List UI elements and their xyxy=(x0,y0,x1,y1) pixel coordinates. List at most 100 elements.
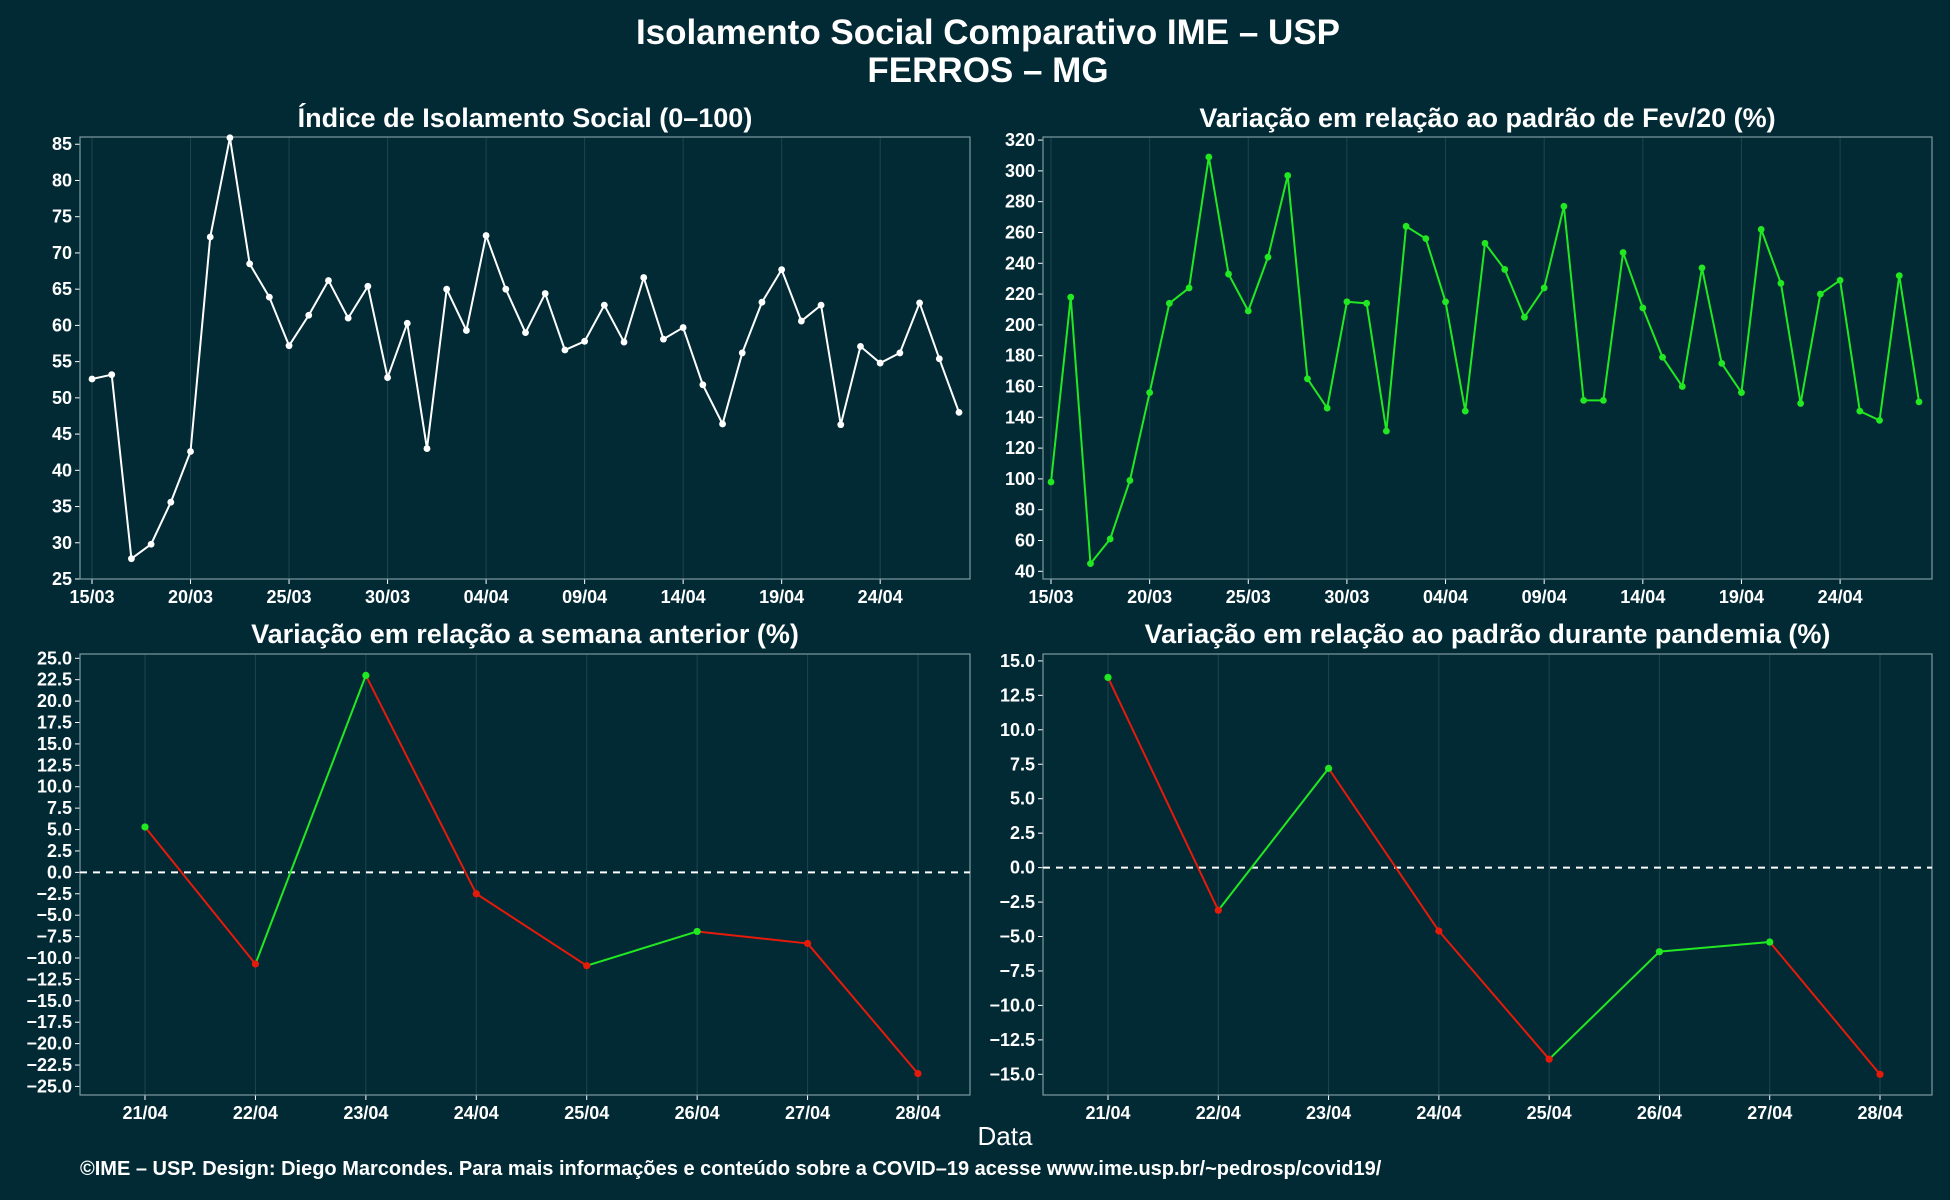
data-point xyxy=(1422,235,1430,243)
data-point xyxy=(1678,383,1686,390)
data-point xyxy=(285,342,293,350)
x-tick-label: 04/04 xyxy=(464,587,509,607)
data-point xyxy=(640,274,648,281)
x-tick-label: 23/04 xyxy=(343,1103,388,1123)
data-point xyxy=(1698,264,1706,272)
data-point xyxy=(1876,1070,1884,1078)
x-tick-label: 25/03 xyxy=(1226,587,1271,607)
data-point xyxy=(141,823,149,831)
data-point xyxy=(167,498,175,506)
y-tick-label: 17.5 xyxy=(37,713,72,733)
y-tick-label: 80 xyxy=(52,170,72,190)
y-tick-label: −2.5 xyxy=(36,884,72,904)
data-point xyxy=(482,232,490,239)
data-point xyxy=(325,277,332,284)
panel-title: Variação em relação ao padrão durante pa… xyxy=(1145,619,1831,649)
x-tick-label: 04/04 xyxy=(1423,587,1468,607)
x-tick-label: 30/03 xyxy=(365,587,410,607)
data-point xyxy=(206,233,214,241)
y-tick-label: 160 xyxy=(1005,376,1035,396)
data-point xyxy=(251,960,260,968)
x-tick-label: 09/04 xyxy=(562,587,607,607)
x-tick-label: 24/04 xyxy=(858,587,903,607)
y-tick-label: 75 xyxy=(52,207,72,227)
data-point xyxy=(1856,407,1864,415)
y-tick-label: 0.0 xyxy=(1010,858,1035,878)
data-point xyxy=(1580,396,1588,404)
data-point xyxy=(1757,226,1765,233)
y-tick-label: 80 xyxy=(1015,500,1035,520)
y-tick-label: 25 xyxy=(52,569,72,589)
y-tick-label: 25.0 xyxy=(37,648,72,668)
x-tick-label: 22/04 xyxy=(1196,1103,1241,1123)
data-point xyxy=(1363,299,1371,307)
main-subtitle: FERROS – MG xyxy=(867,51,1108,90)
x-axis-label: Data xyxy=(978,1121,1033,1151)
data-point xyxy=(916,299,923,307)
data-point xyxy=(719,420,726,428)
data-point xyxy=(1521,313,1528,321)
data-point xyxy=(1766,938,1774,946)
series-segment xyxy=(1768,941,1881,1075)
y-tick-label: 12.5 xyxy=(1000,685,1035,705)
x-tick-label: 25/03 xyxy=(267,587,312,607)
x-tick-label: 19/04 xyxy=(1719,587,1764,607)
data-point xyxy=(1126,477,1134,484)
data-point xyxy=(1185,284,1193,292)
x-tick-label: 15/03 xyxy=(1028,587,1073,607)
data-point xyxy=(443,285,451,293)
data-point xyxy=(583,962,591,970)
x-tick-label: 20/03 xyxy=(168,587,213,607)
x-tick-label: 14/04 xyxy=(1620,587,1665,607)
data-point xyxy=(147,540,155,548)
data-point xyxy=(561,346,569,354)
data-point xyxy=(226,134,234,142)
data-point xyxy=(522,329,529,337)
data-point xyxy=(1402,222,1410,230)
data-point xyxy=(423,445,431,452)
data-point xyxy=(541,290,549,297)
y-tick-label: 20.0 xyxy=(37,691,72,711)
y-tick-label: 5.0 xyxy=(1010,789,1035,809)
x-tick-label: 26/04 xyxy=(675,1103,720,1123)
x-tick-label: 22/04 xyxy=(233,1103,278,1123)
series-segment xyxy=(586,930,698,967)
data-point xyxy=(1599,396,1607,404)
y-tick-label: 30 xyxy=(52,533,72,553)
x-tick-label: 24/04 xyxy=(1818,587,1863,607)
data-point xyxy=(1165,299,1173,307)
y-tick-label: −25.0 xyxy=(26,1076,72,1096)
series-segment xyxy=(254,675,367,965)
series-segment xyxy=(1327,767,1440,932)
data-point xyxy=(935,355,943,363)
data-point xyxy=(1214,906,1222,914)
data-point xyxy=(1382,427,1390,435)
series-segment xyxy=(144,826,257,965)
data-point xyxy=(955,408,963,416)
plot-frame xyxy=(1042,653,1933,1096)
y-tick-label: 15.0 xyxy=(37,734,72,754)
data-point xyxy=(1205,153,1213,161)
data-point xyxy=(1545,1055,1553,1063)
data-point xyxy=(1106,535,1114,543)
y-tick-label: 55 xyxy=(52,352,72,372)
series-segment xyxy=(1217,767,1330,911)
y-tick-label: −5.0 xyxy=(36,905,72,925)
data-point xyxy=(344,314,352,322)
data-point xyxy=(1284,172,1292,179)
plot-frame xyxy=(79,136,971,580)
series-segment xyxy=(697,930,808,945)
y-tick-label: 70 xyxy=(52,243,72,263)
chart-panel-2: Variação em relação ao padrão de Fev/20 … xyxy=(1005,103,1933,607)
data-point xyxy=(1047,478,1055,486)
data-point xyxy=(1659,353,1666,361)
data-point xyxy=(362,671,370,680)
y-tick-label: 10.0 xyxy=(37,777,72,797)
main-title: Isolamento Social Comparativo IME – USP xyxy=(636,13,1340,52)
x-tick-label: 23/04 xyxy=(1306,1103,1351,1123)
plot-frame xyxy=(79,653,971,1096)
data-point xyxy=(1540,284,1548,292)
y-tick-label: 35 xyxy=(52,497,72,517)
panel-title: Variação em relação a semana anterior (%… xyxy=(251,619,799,649)
data-point xyxy=(472,890,480,898)
